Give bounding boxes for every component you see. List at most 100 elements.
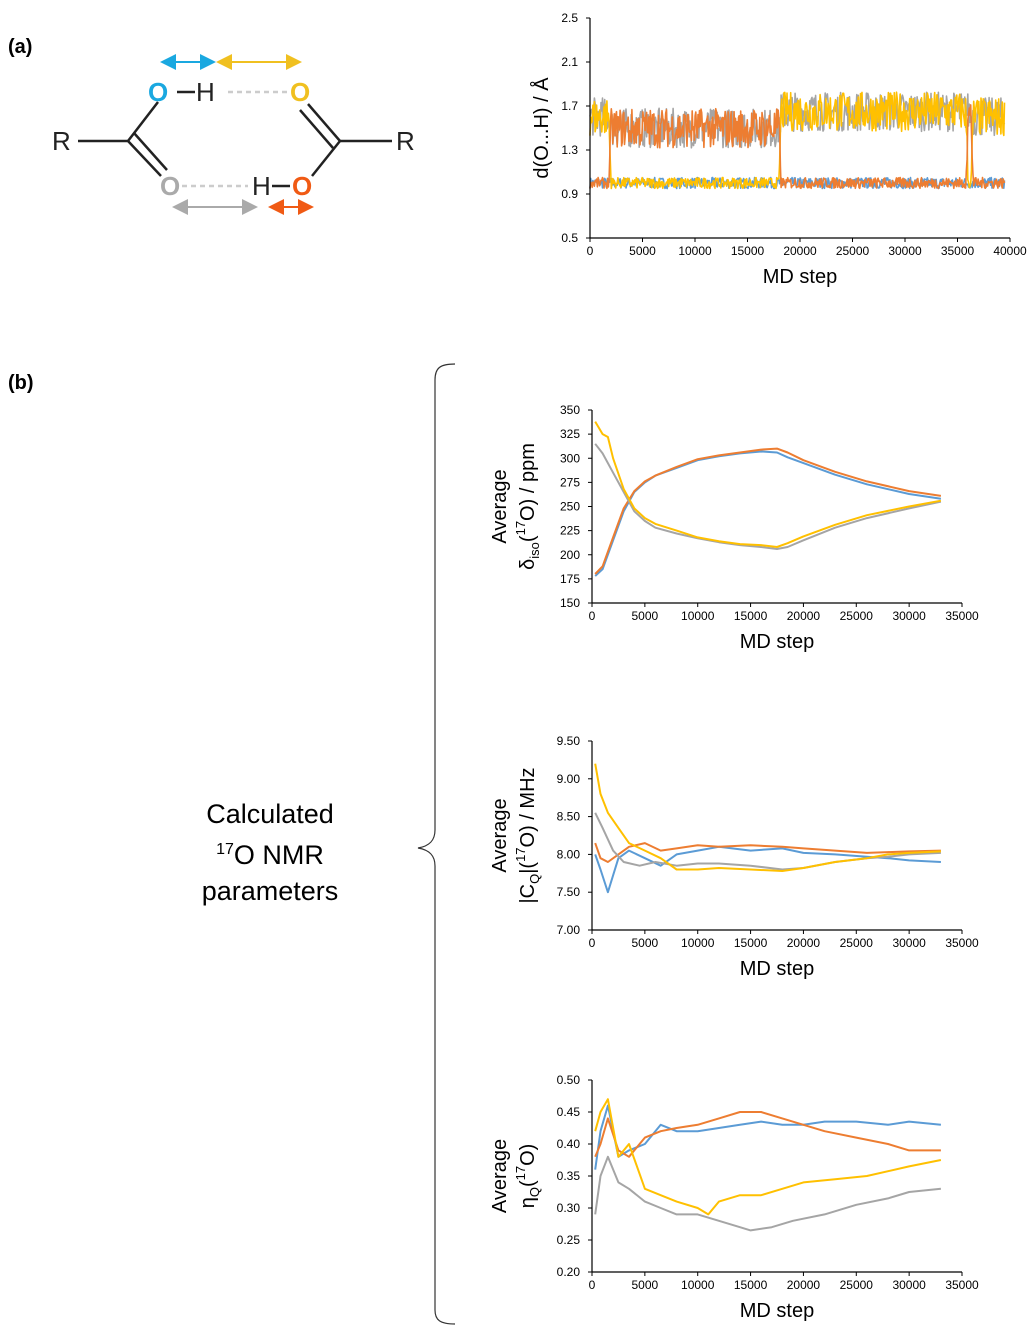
diso-ytick-label: 350 — [560, 403, 580, 417]
diso-y-title-line1: Average — [489, 469, 511, 543]
eta-series-yellow — [594, 1098, 942, 1216]
diso-xtick-label: 20000 — [787, 609, 821, 623]
atom-o-yellow: O — [290, 77, 310, 107]
cq-xtick-label: 30000 — [892, 936, 926, 950]
diso-xtick-label: 25000 — [840, 609, 874, 623]
diso-ytick-label: 225 — [560, 524, 580, 538]
atom-o-gray: O — [160, 171, 180, 201]
eta-xtick-label: 25000 — [840, 1278, 874, 1292]
bond-c-eq-o-right-1 — [307, 103, 341, 142]
calc-line-2-rest: O NMR — [233, 840, 324, 870]
dist-x-title: MD step — [763, 266, 837, 288]
panel-label-a: (a) — [8, 36, 33, 58]
dist-xtick-label: 40000 — [993, 244, 1027, 258]
eta-xtick-label: 20000 — [787, 1278, 821, 1292]
cq-x-title: MD step — [740, 958, 814, 980]
diso-ytick-label: 150 — [560, 596, 580, 610]
cq-ytick-label: 9.00 — [557, 772, 581, 786]
diso-ytick-label: 275 — [560, 475, 580, 489]
eta-series-orange — [594, 1111, 941, 1158]
eta-ytick-label: 0.30 — [557, 1201, 581, 1215]
diso-xtick-label: 10000 — [681, 609, 715, 623]
brace — [417, 363, 456, 1325]
eta-xtick-label: 35000 — [945, 1278, 979, 1292]
cq-xtick-label: 35000 — [945, 936, 979, 950]
eta-ytick-label: 0.45 — [557, 1105, 581, 1119]
dist-y-title: d(O...H) / Å — [530, 77, 553, 179]
cq-y-title-line1: Average — [489, 798, 511, 872]
cq-ytick-label: 7.00 — [557, 923, 581, 937]
atom-r-right: R — [396, 126, 415, 156]
eta-y-title-line2: ηQ(17O) — [513, 1144, 542, 1209]
cq-series-yellow — [594, 763, 941, 872]
bond-c-eq-o-left-1 — [127, 140, 162, 177]
diso-ytick-label: 175 — [560, 572, 580, 586]
diso-ytick-label: 325 — [560, 427, 580, 441]
diso-xtick-label: 35000 — [945, 609, 979, 623]
eta-ytick-label: 0.35 — [557, 1169, 581, 1183]
eta-xtick-label: 15000 — [734, 1278, 768, 1292]
eta-xtick-label: 10000 — [681, 1278, 715, 1292]
cq-ytick-label: 9.50 — [557, 734, 581, 748]
dist-ytick-label: 2.5 — [561, 11, 578, 25]
dist-ytick-label: 1.3 — [561, 143, 578, 157]
bond-c-o-right — [311, 140, 341, 177]
dist-ytick-label: 2.1 — [561, 55, 578, 69]
atom-r-left: R — [52, 126, 71, 156]
diso-series-orange — [594, 447, 942, 575]
atom-h-top: H — [196, 77, 215, 107]
dist-xtick-label: 25000 — [836, 244, 870, 258]
eta-ytick-label: 0.50 — [557, 1073, 581, 1087]
calc-line-1: Calculated — [206, 799, 334, 829]
diso-xtick-label: 0 — [589, 609, 596, 623]
bond-c-o-left — [127, 101, 159, 142]
cq-xtick-label: 0 — [589, 936, 596, 950]
dist-series-orange — [589, 104, 1006, 190]
dist-xtick-label: 20000 — [783, 244, 817, 258]
eta-xtick-label: 5000 — [632, 1278, 659, 1292]
diso-series-yellow — [594, 421, 942, 548]
dist-ytick-label: 1.7 — [561, 99, 578, 113]
dist-series-gray — [589, 91, 1006, 149]
panel-label-b: (b) — [8, 372, 34, 394]
eta-series-gray — [594, 1155, 942, 1232]
diso-xtick-label: 30000 — [892, 609, 926, 623]
cq-xtick-label: 25000 — [840, 936, 874, 950]
calculated-parameters-label: Calculated 17O NMR parameters — [150, 796, 390, 909]
calc-sup: 17 — [216, 841, 234, 858]
diso-ytick-label: 200 — [560, 548, 580, 562]
eta-ytick-label: 0.25 — [557, 1233, 581, 1247]
diso-xtick-label: 15000 — [734, 609, 768, 623]
diso-ytick-label: 250 — [560, 500, 580, 514]
atom-o-cyan: O — [148, 77, 168, 107]
dist-xtick-label: 0 — [587, 244, 594, 258]
cq-y-title-line2: |CQ|(17O) / MHz — [513, 767, 542, 903]
dist-ytick-label: 0.9 — [561, 187, 578, 201]
cq-xtick-label: 10000 — [681, 936, 715, 950]
diso-x-title: MD step — [740, 631, 814, 653]
dist-xtick-label: 10000 — [678, 244, 712, 258]
dist-ytick-label: 0.5 — [561, 231, 578, 245]
eta-xtick-label: 0 — [589, 1278, 596, 1292]
cq-xtick-label: 15000 — [734, 936, 768, 950]
eta-xtick-label: 30000 — [892, 1278, 926, 1292]
dist-xtick-label: 30000 — [888, 244, 922, 258]
dist-series-yellow — [589, 91, 1006, 190]
eta-y-title-line1: Average — [489, 1139, 511, 1213]
dist-xtick-label: 15000 — [731, 244, 765, 258]
bond-c-eq-o-right-2 — [299, 109, 334, 149]
eta-x-title: MD step — [740, 1300, 814, 1322]
bond-c-eq-o-left-2 — [133, 132, 168, 171]
calc-line-3: parameters — [201, 876, 339, 906]
cq-xtick-label: 20000 — [787, 936, 821, 950]
cq-ytick-label: 7.50 — [557, 885, 581, 899]
atom-o-orange: O — [292, 171, 312, 201]
diso-xtick-label: 5000 — [632, 609, 659, 623]
diso-ytick-label: 300 — [560, 451, 580, 465]
calc-line-2: 17O NMR — [150, 832, 390, 873]
cq-xtick-label: 5000 — [632, 936, 659, 950]
